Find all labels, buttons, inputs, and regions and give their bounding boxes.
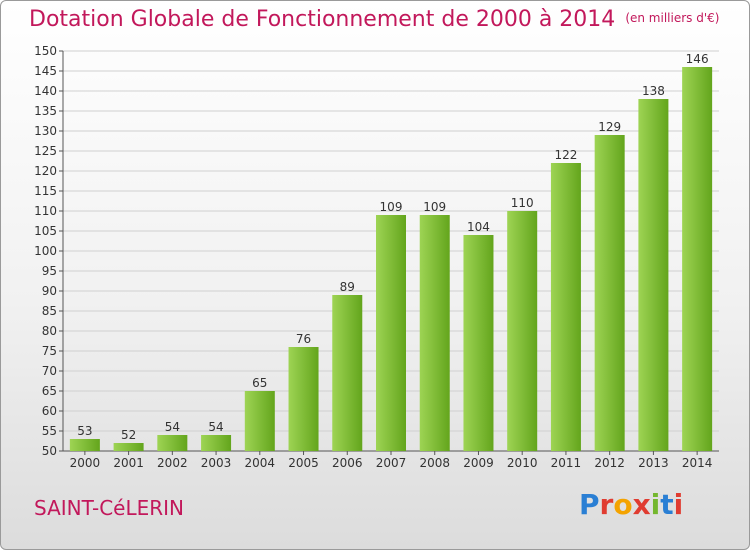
data-label: 104 xyxy=(467,220,490,234)
data-label: 53 xyxy=(77,424,92,438)
data-label: 109 xyxy=(423,200,446,214)
y-tick-label: 105 xyxy=(34,224,57,238)
y-tick-label: 90 xyxy=(42,284,57,298)
y-tick-label: 65 xyxy=(42,384,57,398)
bar-2004 xyxy=(244,391,275,451)
bar-2014 xyxy=(682,67,713,451)
bar-2011 xyxy=(550,163,581,451)
data-label: 54 xyxy=(165,420,180,434)
y-tick-label: 50 xyxy=(42,444,57,458)
bar-2010 xyxy=(507,211,538,451)
logo-letter: i xyxy=(650,488,661,521)
x-tick-label: 2014 xyxy=(682,456,713,470)
data-label: 89 xyxy=(340,280,355,294)
logo-letter: i xyxy=(673,488,684,521)
logo-letter: x xyxy=(632,488,651,521)
y-tick-label: 70 xyxy=(42,364,57,378)
logo-letter: P xyxy=(579,488,600,521)
bars xyxy=(69,67,713,451)
bar-2003 xyxy=(201,435,232,451)
y-tick-label: 55 xyxy=(42,424,57,438)
x-tick-label: 2011 xyxy=(551,456,582,470)
y-tick-label: 145 xyxy=(34,64,57,78)
logo-letter: r xyxy=(599,488,614,521)
y-tick-label: 140 xyxy=(34,84,57,98)
y-tick-label: 80 xyxy=(42,324,57,338)
logo-letter: t xyxy=(660,488,674,521)
x-tick-label: 2005 xyxy=(288,456,319,470)
proxiti-logo: Proxiti xyxy=(579,488,683,521)
bar-2000 xyxy=(69,439,100,451)
data-label: 122 xyxy=(554,148,577,162)
data-label: 109 xyxy=(380,200,403,214)
x-tick-label: 2000 xyxy=(70,456,101,470)
y-tick-label: 120 xyxy=(34,164,57,178)
bar-2009 xyxy=(463,235,494,451)
x-tick-label: 2004 xyxy=(245,456,276,470)
y-tick-label: 125 xyxy=(34,144,57,158)
x-tick-label: 2013 xyxy=(638,456,669,470)
bar-2002 xyxy=(157,435,188,451)
data-label: 76 xyxy=(296,332,311,346)
y-tick-label: 110 xyxy=(34,204,57,218)
data-label: 54 xyxy=(208,420,223,434)
bar-2012 xyxy=(594,135,625,451)
bar-2007 xyxy=(376,215,406,451)
y-tick-label: 130 xyxy=(34,124,57,138)
data-label: 110 xyxy=(511,196,534,210)
y-tick-label: 95 xyxy=(42,264,57,278)
bar-2013 xyxy=(638,99,669,451)
x-tick-label: 2006 xyxy=(332,456,363,470)
y-tick-label: 75 xyxy=(42,344,57,358)
logo-letter: o xyxy=(613,488,633,521)
x-tick-label: 2012 xyxy=(594,456,625,470)
x-tick-label: 2010 xyxy=(507,456,538,470)
y-tick-label: 100 xyxy=(34,244,57,258)
x-tick-label: 2003 xyxy=(201,456,232,470)
x-tick-label: 2008 xyxy=(419,456,450,470)
bar-2006 xyxy=(332,295,363,451)
y-tick-label: 85 xyxy=(42,304,57,318)
bar-2005 xyxy=(288,347,319,451)
data-label: 138 xyxy=(642,84,665,98)
data-labels: 53 52 54 54 65 76 89 109 109 104 110 122 129 138 146 xyxy=(77,52,708,442)
commune-name: SAINT-CéLERIN xyxy=(34,496,185,520)
data-label: 146 xyxy=(686,52,709,66)
chart-title-text: Dotation Globale de Fonctionnement de 20… xyxy=(29,7,616,32)
y-tick-label: 135 xyxy=(34,104,57,118)
x-tick-label: 2009 xyxy=(463,456,494,470)
x-tick-label: 2007 xyxy=(376,456,407,470)
chart-subtitle: (en milliers d'€) xyxy=(625,11,720,25)
data-label: 65 xyxy=(252,376,267,390)
bar-2008 xyxy=(419,215,450,451)
chart-title: Dotation Globale de Fonctionnement de 20… xyxy=(29,7,719,32)
data-label: 129 xyxy=(598,120,621,134)
y-tick-label: 115 xyxy=(34,184,57,198)
data-label: 52 xyxy=(121,428,136,442)
x-tick-label: 2002 xyxy=(157,456,188,470)
x-tick-label: 2001 xyxy=(113,456,144,470)
y-tick-label: 150 xyxy=(34,44,57,58)
bar-2001 xyxy=(113,443,144,451)
y-tick-label: 60 xyxy=(42,404,57,418)
